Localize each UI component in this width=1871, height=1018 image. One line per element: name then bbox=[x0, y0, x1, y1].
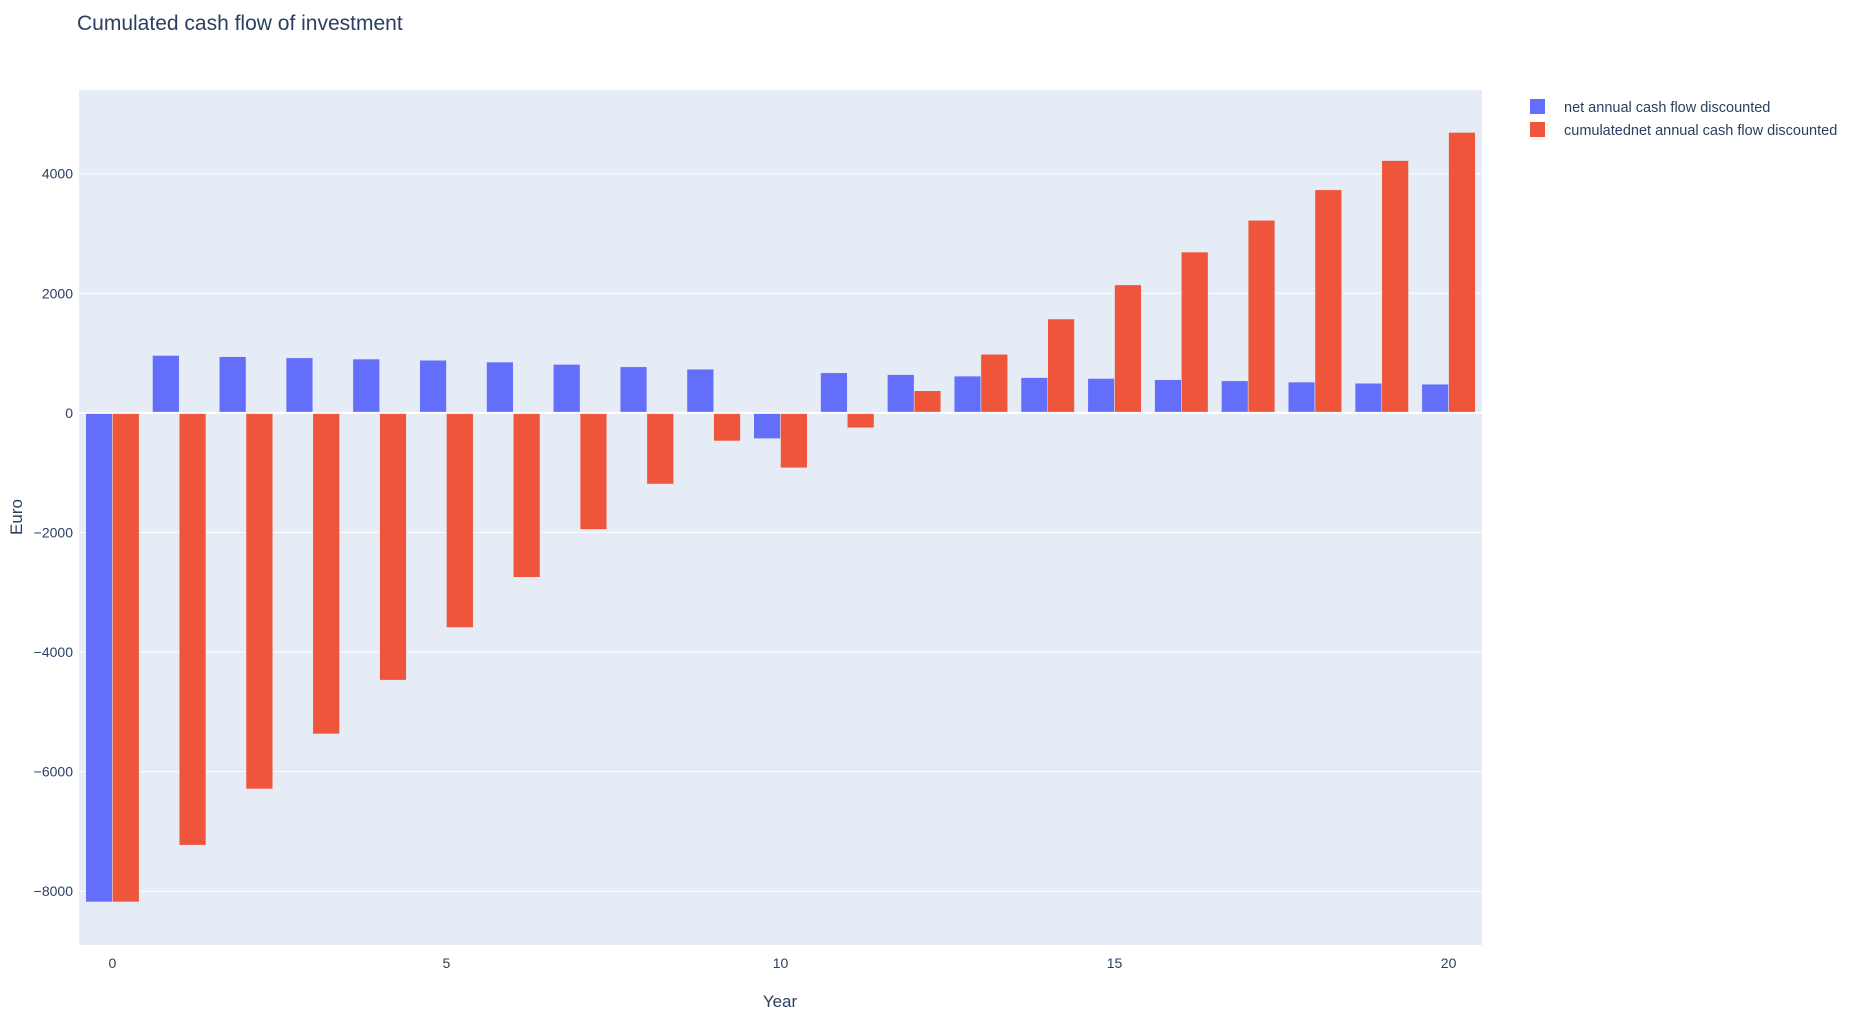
y-tick-label: 2000 bbox=[42, 285, 73, 301]
net-cash-flow-bar[interactable] bbox=[152, 355, 180, 414]
cumulated-cash-flow-bar[interactable] bbox=[1448, 132, 1476, 414]
cumulated-cash-flow-bar[interactable] bbox=[1247, 220, 1276, 414]
net-cash-flow-bar[interactable] bbox=[85, 412, 113, 903]
x-tick-label: 15 bbox=[1107, 955, 1123, 971]
bars bbox=[85, 132, 1476, 903]
net-cash-flow-bar[interactable] bbox=[820, 372, 848, 414]
cumulated-cash-flow-bar[interactable] bbox=[1381, 160, 1409, 414]
net-cash-flow-bar[interactable] bbox=[219, 356, 247, 414]
y-tick-label: 4000 bbox=[42, 166, 73, 182]
x-tick-label: 20 bbox=[1441, 955, 1457, 971]
legend-item[interactable]: cumulatednet annual cash flow discounted bbox=[1530, 122, 1837, 139]
y-tick-label: 0 bbox=[65, 405, 73, 421]
y-tick-label: −4000 bbox=[34, 644, 74, 660]
x-tick-label: 0 bbox=[109, 955, 117, 971]
net-cash-flow-bar[interactable] bbox=[1221, 380, 1249, 414]
cumulated-cash-flow-bar[interactable] bbox=[913, 390, 942, 414]
legend-label: net annual cash flow discounted bbox=[1564, 100, 1770, 116]
y-tick-label: −6000 bbox=[34, 764, 74, 780]
net-cash-flow-bar[interactable] bbox=[619, 366, 648, 414]
cumulated-cash-flow-bar[interactable] bbox=[178, 412, 207, 846]
x-axis-ticks: 0 5 10 15 20 bbox=[109, 955, 1457, 971]
cumulated-cash-flow-bar[interactable] bbox=[847, 412, 875, 429]
cumulated-cash-flow-bar[interactable] bbox=[245, 412, 273, 790]
net-cash-flow-bar[interactable] bbox=[419, 360, 447, 414]
cumulated-cash-flow-bar[interactable] bbox=[513, 412, 541, 578]
cumulated-cash-flow-bar[interactable] bbox=[1114, 284, 1142, 414]
x-tick-label: 10 bbox=[773, 955, 789, 971]
net-cash-flow-bar[interactable] bbox=[953, 375, 982, 414]
legend-swatch bbox=[1530, 122, 1545, 137]
y-tick-label: −8000 bbox=[34, 883, 74, 899]
cumulated-cash-flow-bar[interactable] bbox=[1047, 318, 1075, 414]
cumulated-cash-flow-bar[interactable] bbox=[713, 412, 741, 442]
plot-area bbox=[79, 90, 1482, 945]
cumulated-cash-flow-bar[interactable] bbox=[980, 354, 1008, 414]
net-cash-flow-bar[interactable] bbox=[352, 358, 380, 414]
cumulated-cash-flow-bar[interactable] bbox=[446, 412, 474, 628]
cumulated-cash-flow-bar[interactable] bbox=[379, 412, 407, 681]
net-cash-flow-bar[interactable] bbox=[1288, 381, 1316, 414]
net-cash-flow-bar[interactable] bbox=[285, 357, 314, 414]
y-tick-label: −2000 bbox=[34, 524, 74, 540]
net-cash-flow-bar[interactable] bbox=[1421, 383, 1449, 414]
legend-swatch bbox=[1530, 99, 1545, 114]
cumulated-cash-flow-bar[interactable] bbox=[1181, 251, 1209, 414]
legend-label: cumulatednet annual cash flow discounted bbox=[1564, 123, 1837, 139]
net-cash-flow-bar[interactable] bbox=[1354, 383, 1383, 414]
cumulated-cash-flow-bar[interactable] bbox=[112, 412, 140, 903]
legend[interactable]: net annual cash flow discounted cumulated… bbox=[1530, 99, 1837, 139]
cumulated-cash-flow-bar[interactable] bbox=[312, 412, 340, 735]
net-cash-flow-bar[interactable] bbox=[486, 361, 514, 414]
cumulated-cash-flow-bar[interactable] bbox=[579, 412, 608, 530]
x-tick-label: 5 bbox=[443, 955, 451, 971]
net-cash-flow-bar[interactable] bbox=[887, 374, 915, 414]
net-cash-flow-bar[interactable] bbox=[1087, 378, 1115, 414]
net-cash-flow-bar[interactable] bbox=[686, 368, 714, 414]
net-cash-flow-bar[interactable] bbox=[553, 364, 581, 414]
net-cash-flow-bar[interactable] bbox=[753, 412, 781, 439]
net-cash-flow-bar[interactable] bbox=[1020, 377, 1048, 414]
chart-title: Cumulated cash flow of investment bbox=[77, 12, 403, 35]
y-axis-title: Euro bbox=[7, 499, 26, 535]
cumulated-cash-flow-bar[interactable] bbox=[646, 412, 674, 485]
net-cash-flow-bar[interactable] bbox=[1154, 379, 1182, 414]
x-axis-title: Year bbox=[763, 992, 798, 1011]
cumulated-cash-flow-bar[interactable] bbox=[1314, 189, 1342, 414]
cumulated-cash-flow-bar[interactable] bbox=[780, 412, 808, 469]
legend-item[interactable]: net annual cash flow discounted bbox=[1530, 99, 1770, 116]
y-axis-ticks: −8000 −6000 −4000 −2000 0 2000 4000 bbox=[34, 166, 74, 899]
